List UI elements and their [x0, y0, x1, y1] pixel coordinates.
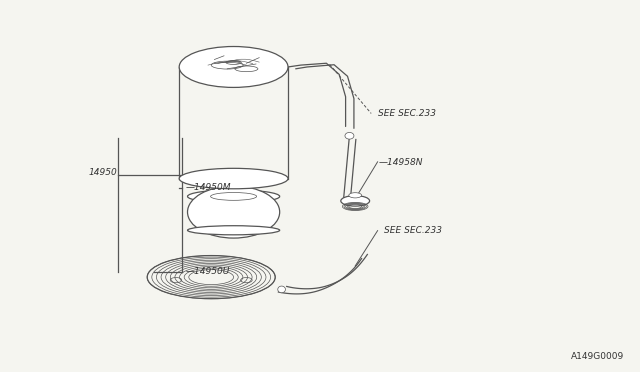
Ellipse shape	[278, 286, 285, 293]
Ellipse shape	[188, 186, 280, 238]
Ellipse shape	[341, 196, 370, 206]
Text: —14958N: —14958N	[379, 158, 424, 167]
Ellipse shape	[179, 168, 288, 189]
Ellipse shape	[188, 226, 280, 235]
Text: —14950U: —14950U	[186, 267, 230, 276]
Ellipse shape	[179, 46, 288, 87]
Text: 14950: 14950	[88, 169, 117, 177]
Text: SEE SEC.233: SEE SEC.233	[384, 226, 442, 235]
Ellipse shape	[188, 190, 280, 203]
Ellipse shape	[345, 132, 354, 139]
Text: SEE SEC.233: SEE SEC.233	[378, 109, 436, 118]
Text: A149G0009: A149G0009	[571, 352, 624, 361]
Ellipse shape	[349, 193, 362, 198]
Text: —14950M: —14950M	[186, 183, 231, 192]
